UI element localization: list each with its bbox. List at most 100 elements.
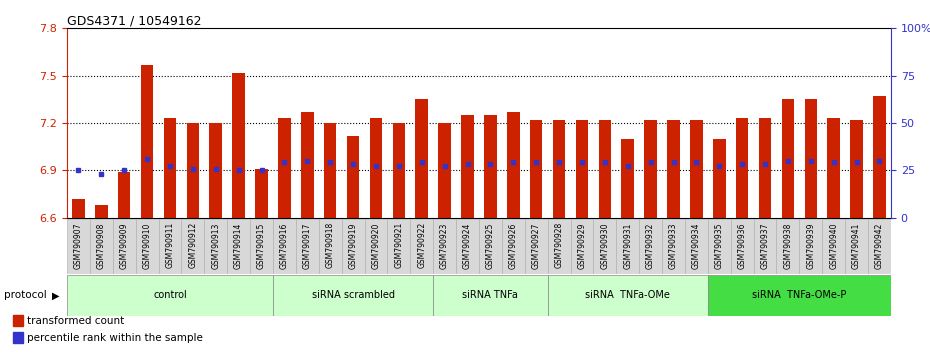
Bar — [433, 219, 456, 274]
Text: GSM790933: GSM790933 — [669, 222, 678, 269]
Bar — [187, 123, 199, 218]
Text: siRNA  TNFa-OMe: siRNA TNFa-OMe — [585, 290, 671, 301]
Bar — [136, 219, 158, 274]
Bar — [67, 219, 90, 274]
Text: GSM790932: GSM790932 — [646, 222, 655, 269]
Bar — [410, 219, 433, 274]
Bar — [232, 73, 245, 218]
Bar — [736, 118, 749, 218]
Bar — [507, 112, 520, 218]
Bar — [828, 118, 840, 218]
Bar — [708, 219, 731, 274]
Bar — [753, 219, 777, 274]
Bar — [781, 99, 794, 218]
Bar — [324, 123, 337, 218]
Bar — [255, 169, 268, 218]
Text: GSM790929: GSM790929 — [578, 222, 587, 269]
Text: GSM790935: GSM790935 — [715, 222, 724, 269]
Bar — [341, 219, 365, 274]
Bar — [822, 219, 845, 274]
Text: GSM790914: GSM790914 — [234, 222, 243, 269]
Bar — [278, 118, 291, 218]
Bar — [639, 219, 662, 274]
Bar — [67, 275, 272, 316]
Text: control: control — [153, 290, 187, 301]
Text: GSM790937: GSM790937 — [761, 222, 769, 269]
Text: GSM790928: GSM790928 — [554, 222, 564, 268]
Text: siRNA TNFa: siRNA TNFa — [462, 290, 518, 301]
Bar — [319, 219, 341, 274]
Text: GSM790920: GSM790920 — [371, 222, 380, 269]
Text: GSM790916: GSM790916 — [280, 222, 289, 269]
Bar — [576, 120, 589, 218]
Text: protocol: protocol — [4, 290, 46, 301]
Bar — [296, 219, 319, 274]
Text: GSM790940: GSM790940 — [830, 222, 838, 269]
Bar — [708, 275, 891, 316]
Bar — [347, 136, 359, 218]
Bar — [272, 275, 433, 316]
Text: siRNA  TNFa-OMe-P: siRNA TNFa-OMe-P — [752, 290, 846, 301]
Bar — [365, 219, 388, 274]
Bar — [140, 65, 153, 218]
Bar — [250, 219, 272, 274]
Bar — [301, 112, 313, 218]
Text: GSM790923: GSM790923 — [440, 222, 449, 269]
Text: GDS4371 / 10549162: GDS4371 / 10549162 — [67, 14, 202, 27]
Text: transformed count: transformed count — [27, 316, 124, 326]
Text: GSM790910: GSM790910 — [142, 222, 152, 269]
Bar — [502, 219, 525, 274]
Text: GSM790925: GSM790925 — [485, 222, 495, 269]
Bar — [644, 120, 657, 218]
Bar — [617, 219, 639, 274]
Bar — [548, 219, 570, 274]
Bar — [759, 118, 771, 218]
Text: GSM790931: GSM790931 — [623, 222, 632, 269]
Text: GSM790938: GSM790938 — [783, 222, 792, 269]
Text: GSM790927: GSM790927 — [532, 222, 540, 269]
Bar — [731, 219, 753, 274]
Text: percentile rank within the sample: percentile rank within the sample — [27, 333, 203, 343]
Text: GSM790936: GSM790936 — [737, 222, 747, 269]
Bar — [388, 219, 410, 274]
Bar — [95, 205, 108, 218]
Bar — [662, 219, 684, 274]
Text: GSM790918: GSM790918 — [326, 222, 335, 268]
Bar — [369, 118, 382, 218]
Bar — [667, 120, 680, 218]
Text: GSM790911: GSM790911 — [166, 222, 175, 268]
Bar — [485, 115, 497, 218]
Bar — [777, 219, 800, 274]
Text: GSM790939: GSM790939 — [806, 222, 816, 269]
Bar — [461, 115, 473, 218]
Bar — [593, 219, 617, 274]
Bar — [118, 172, 130, 218]
Bar — [181, 219, 205, 274]
Text: GSM790926: GSM790926 — [509, 222, 518, 269]
Bar — [438, 123, 451, 218]
Text: GSM790915: GSM790915 — [257, 222, 266, 269]
Bar — [845, 219, 868, 274]
Bar — [548, 275, 708, 316]
Bar — [599, 120, 611, 218]
Text: GSM790912: GSM790912 — [189, 222, 197, 268]
Bar — [272, 219, 296, 274]
Text: GSM790941: GSM790941 — [852, 222, 861, 269]
Text: GSM790919: GSM790919 — [349, 222, 357, 269]
Bar — [684, 219, 708, 274]
Bar — [205, 219, 227, 274]
Bar — [227, 219, 250, 274]
Bar — [433, 275, 548, 316]
Text: GSM790942: GSM790942 — [875, 222, 884, 269]
Bar — [552, 120, 565, 218]
Bar — [158, 219, 181, 274]
Bar — [209, 123, 222, 218]
Bar — [713, 139, 725, 218]
Text: GSM790907: GSM790907 — [73, 222, 83, 269]
Text: GSM790909: GSM790909 — [120, 222, 128, 269]
Bar — [113, 219, 136, 274]
Bar — [73, 199, 85, 218]
Bar — [570, 219, 593, 274]
Text: siRNA scrambled: siRNA scrambled — [312, 290, 394, 301]
Bar — [13, 315, 23, 326]
